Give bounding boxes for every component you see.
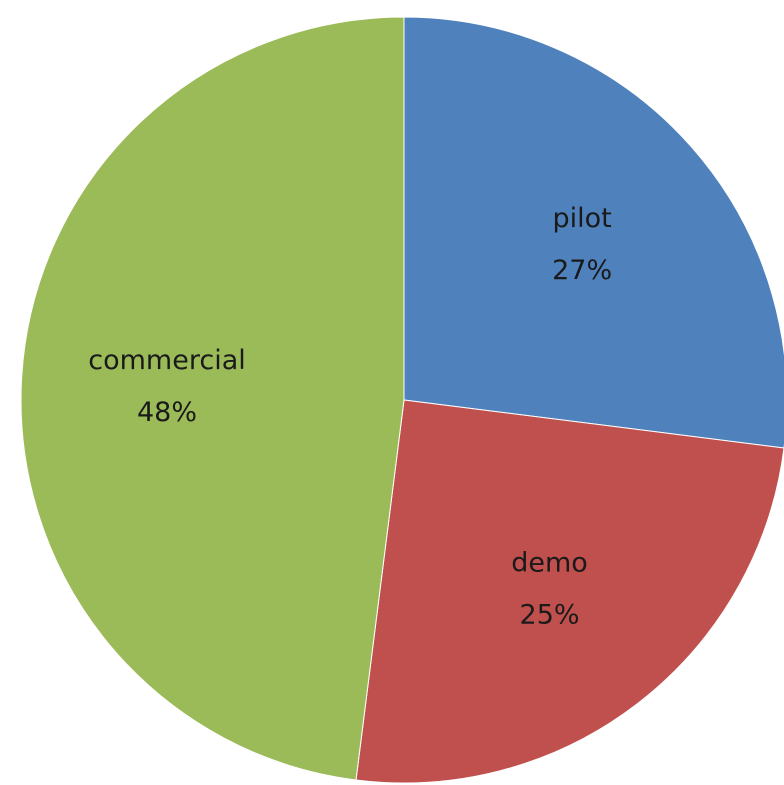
slice-percent-commercial: 48% xyxy=(137,397,197,428)
slices-layer xyxy=(20,16,784,784)
pie-slice-pilot xyxy=(403,16,784,449)
labels-layer: pilot 27% demo 25% commercial 48% xyxy=(88,203,612,631)
slice-label-pilot: pilot xyxy=(552,203,611,234)
slice-label-commercial: commercial xyxy=(88,345,245,376)
slice-label-demo: demo xyxy=(511,548,588,579)
pie-slice-demo xyxy=(355,399,784,784)
slice-percent-demo: 25% xyxy=(520,600,580,631)
slice-percent-pilot: 27% xyxy=(552,255,612,286)
pie-slice-commercial xyxy=(20,16,405,781)
